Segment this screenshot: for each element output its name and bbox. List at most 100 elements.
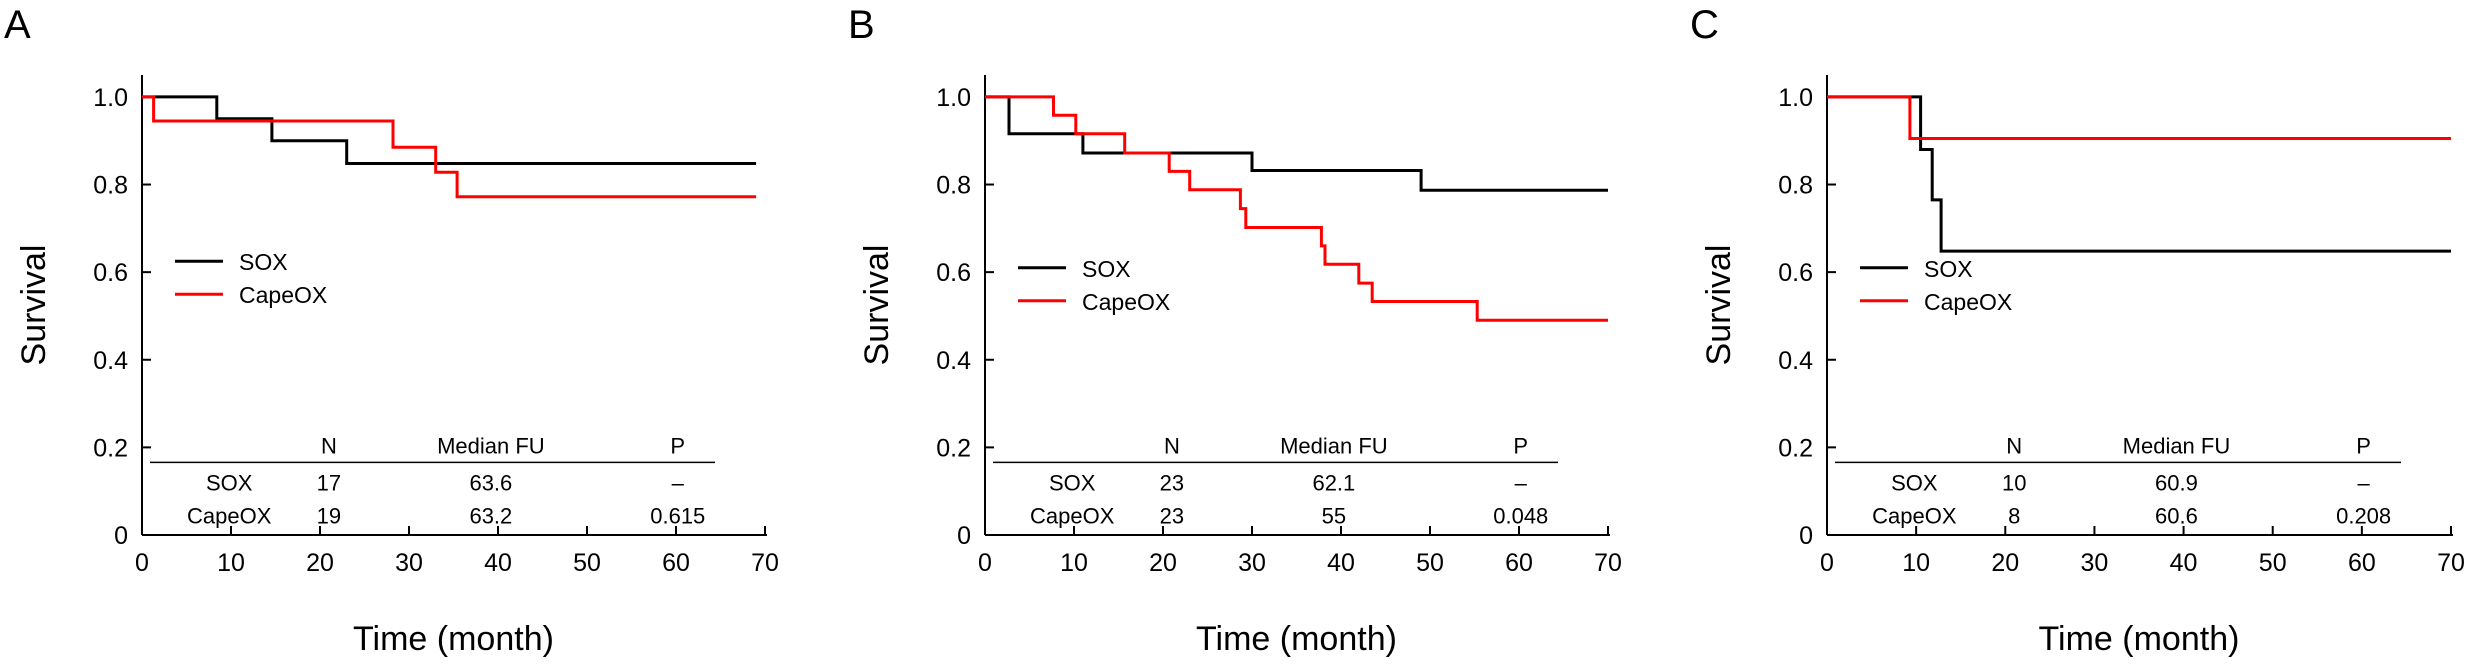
table-cell: 23 — [1160, 470, 1184, 495]
table-header: Median FU — [2123, 433, 2231, 458]
legend-label-capeox: CapeOX — [1924, 289, 2012, 315]
y-tick-label: 0.4 — [93, 347, 128, 375]
panel-c: C 0 10 20 30 40 50 60 70 0 0.2 0.4 0.6 0.8 1.0 Time (mo… — [1690, 3, 2465, 658]
table-header: N — [1164, 433, 1180, 458]
y-tick-label: 0 — [114, 522, 128, 550]
table-cell: CapeOX — [187, 503, 272, 528]
x-tick-label: 10 — [217, 549, 245, 577]
table-cell: SOX — [1891, 470, 1938, 495]
table-header: N — [321, 433, 337, 458]
y-axis-label: Survival — [858, 245, 896, 366]
table-header: N — [2006, 433, 2022, 458]
table-cell: 0.208 — [2336, 503, 2391, 528]
x-axis-label: Time (month) — [1196, 620, 1397, 658]
x-axis-label: Time (month) — [2039, 620, 2240, 658]
table-cell: 17 — [317, 470, 341, 495]
survival-curve-sox — [1827, 95, 2451, 253]
x-tick-label: 0 — [135, 549, 149, 577]
y-tick-label: 0.8 — [1778, 172, 1813, 200]
x-tick-label: 20 — [1149, 549, 1177, 577]
table-cell: 63.2 — [469, 503, 512, 528]
panel-label: B — [848, 3, 875, 47]
y-tick-label: 0.8 — [936, 172, 971, 200]
survival-curve-capeox — [142, 95, 757, 199]
x-tick-label: 0 — [1820, 549, 1834, 577]
panel-b: B 0 10 20 30 40 50 60 70 0 0.2 0.4 0.6 0.8 1.0 Time (mo… — [848, 3, 1622, 658]
table-header: Median FU — [1280, 433, 1388, 458]
table-cell: 63.6 — [469, 470, 512, 495]
table-cell: SOX — [206, 470, 253, 495]
table-header: P — [2356, 433, 2371, 458]
table-cell: 19 — [317, 503, 341, 528]
x-tick-label: 30 — [395, 549, 423, 577]
y-tick-label: 1.0 — [93, 84, 128, 112]
table-cell: 55 — [1322, 503, 1346, 528]
panel-a: A 0 10 20 30 40 50 60 70 0 0.2 0.4 0.6 0.8 1.0 Time (mo… — [4, 3, 779, 658]
y-tick-label: 1.0 — [936, 84, 971, 112]
y-tick-label: 0 — [1799, 522, 1813, 550]
legend-label-sox: SOX — [239, 249, 288, 275]
y-tick-label: 0 — [957, 522, 971, 550]
table-cell: 60.9 — [2155, 470, 2198, 495]
table-cell: CapeOX — [1872, 503, 1957, 528]
y-tick-label: 0.6 — [1778, 259, 1813, 287]
x-tick-label: 40 — [2170, 549, 2198, 577]
survival-curve-capeox — [985, 95, 1608, 322]
table-cell: 62.1 — [1312, 470, 1355, 495]
x-tick-label: 70 — [2437, 549, 2465, 577]
table-cell: SOX — [1049, 470, 1096, 495]
table-cell: 60.6 — [2155, 503, 2198, 528]
x-tick-label: 60 — [1505, 549, 1533, 577]
table-cell: – — [2358, 470, 2371, 495]
survival-curve-sox — [985, 95, 1608, 192]
y-tick-label: 0.4 — [936, 347, 971, 375]
table-cell: 8 — [2008, 503, 2020, 528]
x-tick-label: 40 — [1327, 549, 1355, 577]
y-axis-label: Survival — [1700, 245, 1738, 366]
y-tick-label: 0.2 — [936, 434, 971, 462]
panel-label: C — [1690, 3, 1719, 47]
y-tick-label: 0.2 — [1778, 434, 1813, 462]
y-tick-label: 0.4 — [1778, 347, 1813, 375]
table-cell: CapeOX — [1030, 503, 1115, 528]
table-cell: 0.048 — [1493, 503, 1548, 528]
x-tick-label: 10 — [1902, 549, 1930, 577]
table-header: P — [670, 433, 685, 458]
x-axis-label: Time (month) — [353, 620, 554, 658]
x-tick-label: 70 — [1594, 549, 1622, 577]
legend-label-capeox: CapeOX — [239, 282, 327, 308]
y-tick-label: 0.2 — [93, 434, 128, 462]
x-tick-label: 70 — [751, 549, 779, 577]
y-axis-label: Survival — [15, 245, 53, 366]
y-tick-label: 0.6 — [93, 259, 128, 287]
table-header: P — [1513, 433, 1528, 458]
x-tick-label: 40 — [484, 549, 512, 577]
table-cell: 0.615 — [650, 503, 705, 528]
table-cell: 23 — [1160, 503, 1184, 528]
x-tick-label: 50 — [573, 549, 601, 577]
survival-curve-sox — [142, 95, 757, 165]
x-tick-label: 0 — [978, 549, 992, 577]
y-tick-label: 0.6 — [936, 259, 971, 287]
x-tick-label: 50 — [1416, 549, 1444, 577]
table-cell: – — [672, 470, 685, 495]
legend-label-capeox: CapeOX — [1082, 289, 1170, 315]
x-tick-label: 60 — [662, 549, 690, 577]
table-cell: – — [1515, 470, 1528, 495]
legend-label-sox: SOX — [1082, 256, 1131, 282]
x-tick-label: 20 — [1991, 549, 2019, 577]
y-tick-label: 1.0 — [1778, 84, 1813, 112]
panel-label: A — [4, 3, 31, 47]
table-header: Median FU — [437, 433, 545, 458]
legend-label-sox: SOX — [1924, 256, 1973, 282]
y-tick-label: 0.8 — [93, 172, 128, 200]
x-tick-label: 10 — [1060, 549, 1088, 577]
x-tick-label: 20 — [306, 549, 334, 577]
x-tick-label: 60 — [2348, 549, 2376, 577]
table-cell: 10 — [2002, 470, 2026, 495]
survival-curve-capeox — [1827, 95, 2451, 140]
x-tick-label: 30 — [1238, 549, 1266, 577]
x-tick-label: 30 — [2081, 549, 2109, 577]
x-tick-label: 50 — [2259, 549, 2287, 577]
